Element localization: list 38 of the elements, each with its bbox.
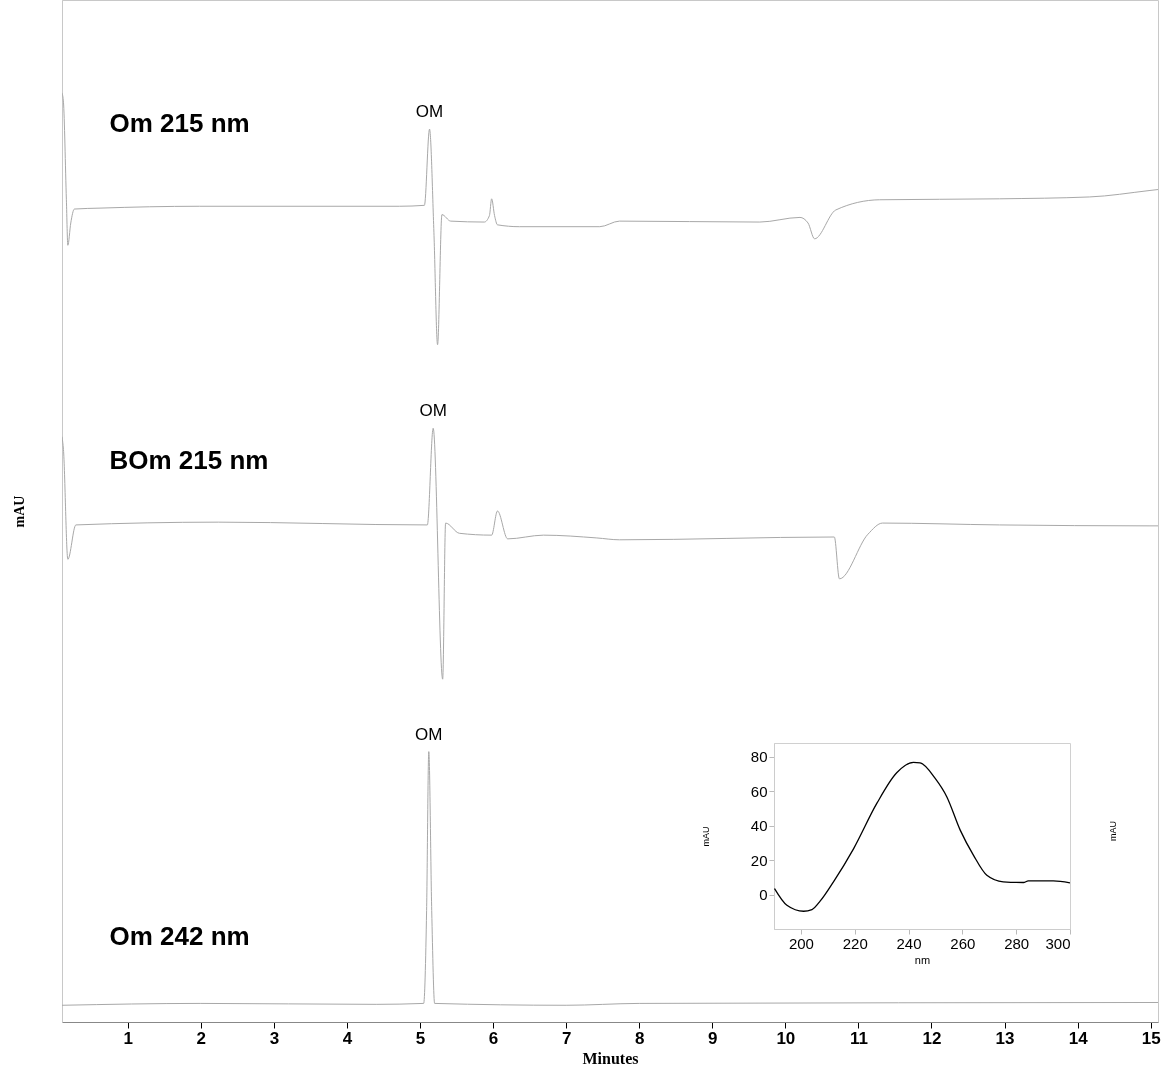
x-tick-label: 12 (922, 1028, 942, 1048)
y-tick-label: 40 (750, 817, 768, 835)
line-series (774, 761, 1070, 912)
x-tick-label: 6 (488, 1028, 499, 1048)
x-tick-label: 200 (788, 934, 814, 952)
annotation: OM (415, 102, 444, 122)
x-tick-label: 220 (842, 934, 868, 952)
y2-axis-title: mAU (1108, 821, 1118, 841)
x-tick-label: 240 (896, 934, 922, 952)
x-tick-label: 3 (269, 1028, 280, 1048)
x-tick-label: 7 (561, 1028, 572, 1048)
x-tick-label: 13 (995, 1028, 1015, 1048)
x-tick-label: 11 (849, 1028, 868, 1048)
x-tick-label: 280 (1004, 934, 1030, 952)
x-tick-label: 4 (342, 1028, 353, 1048)
annotation: OM (419, 401, 447, 421)
x-tick-label: 260 (950, 934, 976, 952)
series-label: Om 215 nm (109, 108, 250, 139)
y-tick-label: 80 (750, 748, 768, 766)
y-axis-title: mAU (11, 495, 27, 528)
y-axis-title: mAU (700, 826, 711, 847)
x-tick-label: 2 (196, 1028, 207, 1048)
y-tick-label: 20 (750, 851, 768, 869)
annotation: OM (415, 724, 443, 744)
x-tick-label: 10 (776, 1028, 796, 1048)
x-tick-label: 9 (708, 1028, 718, 1048)
x-axis-title: Minutes (582, 1049, 639, 1067)
text: Om 242 nm (109, 921, 250, 952)
series-label: BOm 215 nm (109, 444, 269, 475)
x-tick-label: 8 (634, 1028, 645, 1048)
x-tick-label: 14 (1068, 1028, 1089, 1048)
x-tick-label: 15 (1141, 1028, 1161, 1048)
x-tick-label: 300 (1045, 934, 1071, 952)
x-axis-title: nm (914, 953, 931, 966)
y-tick-label: 0 (759, 886, 768, 904)
x-tick-label: 1 (123, 1028, 133, 1048)
y-tick-label: 60 (750, 782, 768, 800)
x-tick-label: 5 (415, 1028, 426, 1048)
